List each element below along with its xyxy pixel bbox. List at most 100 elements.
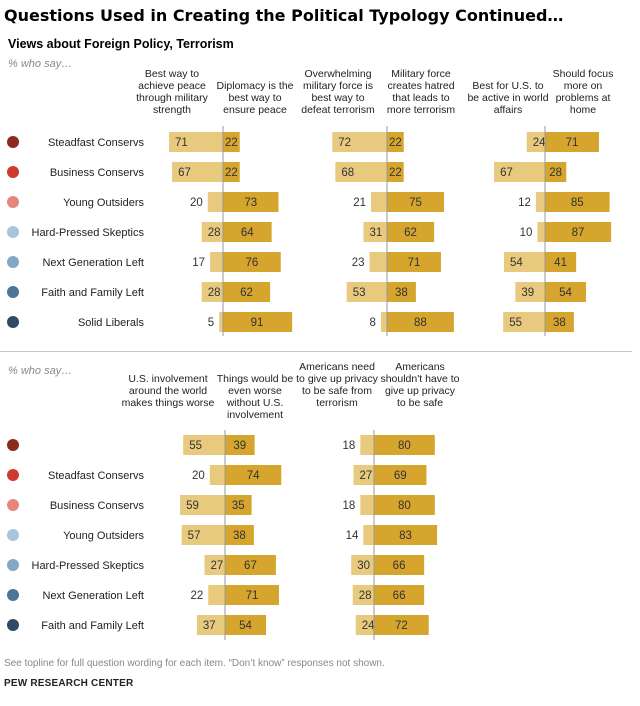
- bar-right-1-0-1: [225, 465, 282, 485]
- value-right-1-1-3: 83: [399, 530, 412, 542]
- who-says-label-bottom: % who say…: [8, 365, 73, 377]
- group-dot-0-6: [7, 316, 19, 328]
- value-left-0-0-6: 5: [208, 317, 214, 329]
- bar-left-1-0-2: [180, 495, 225, 515]
- value-right-0-0-0: 22: [225, 137, 238, 149]
- bar-right-1-0-5: [225, 585, 279, 605]
- value-left-1-1-6: 24: [362, 620, 375, 632]
- value-right-0-0-5: 62: [240, 287, 253, 299]
- bar-right-1-1-4: [374, 555, 425, 575]
- value-left-1-1-5: 28: [359, 590, 372, 602]
- bar-left-0-1-5: [346, 282, 387, 302]
- value-left-0-2-4: 54: [510, 257, 523, 269]
- value-left-0-0-3: 28: [208, 227, 221, 239]
- value-right-0-2-2: 85: [571, 197, 584, 209]
- group-dot-1-3: [7, 529, 19, 541]
- bar-left-0-0-5: [201, 282, 223, 302]
- group-dot-1-2: [7, 499, 19, 511]
- group-label-1-1: Steadfast Conservs: [48, 470, 144, 482]
- value-right-1-0-0: 39: [233, 440, 246, 452]
- bar-left-1-0-3: [181, 525, 225, 545]
- value-left-0-1-3: 31: [369, 227, 382, 239]
- value-left-1-0-2: 59: [186, 500, 199, 512]
- bar-right-1-1-0: [374, 435, 435, 455]
- value-right-0-2-5: 54: [559, 287, 572, 299]
- page-title: Questions Used in Creating the Political…: [4, 6, 564, 25]
- bar-left-1-1-1: [353, 465, 374, 485]
- bar-left-0-2-5: [515, 282, 545, 302]
- q4-left-header: U.S. involvement around the world makes …: [121, 373, 215, 409]
- value-right-0-2-3: 87: [572, 227, 585, 239]
- bar-left-1-0-4: [204, 555, 225, 575]
- group-dot-0-1: [7, 166, 19, 178]
- group-dot-0-3: [7, 226, 19, 238]
- bar-right-0-2-0: [545, 132, 599, 152]
- value-left-0-0-5: 28: [208, 287, 221, 299]
- value-left-0-0-1: 67: [178, 167, 191, 179]
- bar-right-1-1-3: [374, 525, 438, 545]
- value-right-1-0-5: 71: [246, 590, 259, 602]
- bar-right-0-2-6: [545, 312, 574, 332]
- value-left-0-1-4: 23: [352, 257, 365, 269]
- bar-right-0-1-4: [387, 252, 441, 272]
- source-credit: PEW RESEARCH CENTER: [4, 678, 134, 689]
- bar-right-0-0-2: [223, 192, 279, 212]
- value-right-0-2-6: 38: [553, 317, 566, 329]
- value-left-1-0-1: 20: [192, 470, 205, 482]
- bar-right-1-0-2: [225, 495, 252, 515]
- bar-right-0-1-0: [387, 132, 404, 152]
- value-right-0-1-0: 22: [389, 137, 402, 149]
- value-right-1-0-3: 38: [233, 530, 246, 542]
- group-dot-0-2: [7, 196, 19, 208]
- group-dot-1-5: [7, 589, 19, 601]
- q1-right-header: Diplomacy is the best way to ensure peac…: [216, 80, 294, 116]
- bar-right-0-0-0: [223, 132, 240, 152]
- q4-right-header: Things would be even worse without U.S. …: [216, 373, 294, 421]
- bar-right-0-2-3: [545, 222, 612, 242]
- bar-left-0-2-4: [503, 252, 545, 272]
- bar-left-0-1-2: [371, 192, 387, 212]
- value-left-0-2-2: 12: [518, 197, 531, 209]
- bar-left-1-0-5: [208, 585, 225, 605]
- value-right-0-0-3: 64: [241, 227, 254, 239]
- value-right-0-0-2: 73: [244, 197, 257, 209]
- value-right-0-1-2: 75: [409, 197, 422, 209]
- value-left-0-1-5: 53: [353, 287, 366, 299]
- value-left-0-2-5: 39: [521, 287, 534, 299]
- value-left-1-0-3: 57: [188, 530, 201, 542]
- value-left-1-0-0: 55: [189, 440, 202, 452]
- value-right-0-2-1: 28: [549, 167, 562, 179]
- group-label-0-2: Young Outsiders: [63, 197, 144, 209]
- value-right-1-1-2: 80: [398, 500, 411, 512]
- group-label-0-0: Steadfast Conservs: [48, 137, 144, 149]
- value-right-1-0-2: 35: [232, 500, 245, 512]
- value-left-0-0-0: 71: [175, 137, 188, 149]
- group-label-1-4: Hard-Pressed Skeptics: [32, 560, 145, 572]
- value-right-1-1-6: 72: [395, 620, 408, 632]
- bar-left-1-1-6: [355, 615, 374, 635]
- value-left-1-1-1: 27: [359, 470, 372, 482]
- bar-right-1-0-4: [225, 555, 276, 575]
- value-left-1-1-0: 18: [343, 440, 356, 452]
- group-dot-1-4: [7, 559, 19, 571]
- bar-left-0-1-3: [363, 222, 387, 242]
- value-right-0-2-4: 41: [554, 257, 567, 269]
- bar-left-0-2-1: [494, 162, 545, 182]
- value-right-0-1-4: 71: [408, 257, 421, 269]
- value-left-0-1-6: 8: [370, 317, 376, 329]
- bar-right-1-1-6: [374, 615, 429, 635]
- value-left-0-2-3: 10: [520, 227, 533, 239]
- bar-right-0-0-4: [223, 252, 281, 272]
- bar-left-1-1-3: [363, 525, 374, 545]
- bar-right-1-1-1: [374, 465, 427, 485]
- bar-right-0-0-3: [223, 222, 272, 242]
- value-right-0-1-6: 88: [414, 317, 427, 329]
- value-left-0-1-0: 72: [338, 137, 351, 149]
- bar-left-0-1-0: [332, 132, 387, 152]
- bar-left-0-2-3: [537, 222, 545, 242]
- q1-left-header: Best way to achieve peace through milita…: [136, 68, 208, 116]
- q3-right-header: Should focus more on problems at home: [552, 68, 614, 116]
- group-dot-0-0: [7, 136, 19, 148]
- group-dot-0-5: [7, 286, 19, 298]
